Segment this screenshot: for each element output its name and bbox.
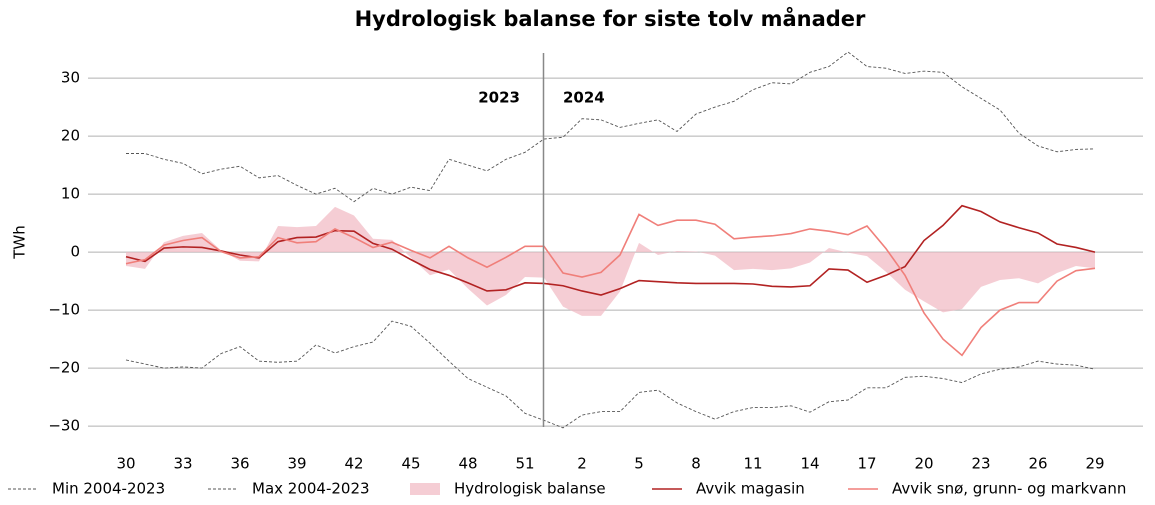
x-tick-label: 14 bbox=[800, 455, 819, 473]
legend-label: Avvik magasin bbox=[696, 480, 805, 498]
legend-swatch bbox=[410, 483, 440, 495]
x-tick-label: 17 bbox=[857, 455, 876, 473]
y-tick-label: −10 bbox=[48, 301, 80, 319]
legend-label: Min 2004-2023 bbox=[52, 480, 165, 498]
y-tick-label: 20 bbox=[61, 127, 80, 145]
line bbox=[125, 320, 1096, 429]
area bbox=[126, 206, 1095, 316]
x-tick-label: 11 bbox=[743, 455, 762, 473]
x-tick-label: 2 bbox=[577, 455, 587, 473]
x-tick-label: 20 bbox=[914, 455, 933, 473]
x-tick-label: 26 bbox=[1028, 455, 1047, 473]
y-tick-label: 30 bbox=[61, 69, 80, 87]
y-tick-label: −30 bbox=[48, 417, 80, 435]
y-tick-label: −20 bbox=[48, 359, 80, 377]
x-tick-label: 30 bbox=[116, 455, 135, 473]
legend-label: Hydrologisk balanse bbox=[454, 480, 606, 498]
legend-label: Avvik snø, grunn- og markvann bbox=[892, 480, 1126, 498]
plot bbox=[125, 51, 1096, 429]
x-tick-label: 48 bbox=[458, 455, 477, 473]
chart-title: Hydrologisk balanse for siste tolv månad… bbox=[355, 6, 866, 31]
x-tick-label: 36 bbox=[230, 455, 249, 473]
x-tick-label: 39 bbox=[287, 455, 306, 473]
x-tick-label: 29 bbox=[1085, 455, 1104, 473]
legend: Min 2004-2023 Max 2004-2023 Hydrologisk ba… bbox=[8, 480, 1126, 498]
line bbox=[126, 51, 1096, 203]
annotation: 2024 bbox=[563, 89, 605, 107]
x-tick-label: 51 bbox=[515, 455, 534, 473]
x-tick-label: 23 bbox=[971, 455, 990, 473]
y-tick-label: 10 bbox=[61, 185, 80, 203]
y-tick-label: 0 bbox=[70, 243, 80, 261]
grid: −30 −20 −10 0 10 20 30 30 33 36 39 42 45 48 51 2 5 8 11 14 1… bbox=[48, 69, 1143, 473]
x-tick-label: 42 bbox=[344, 455, 363, 473]
annotation: 2023 bbox=[478, 89, 520, 107]
x-tick-label: 5 bbox=[634, 455, 644, 473]
x-tick-label: 33 bbox=[173, 455, 192, 473]
x-tick-label: 8 bbox=[691, 455, 701, 473]
y-axis-label: TWh bbox=[11, 225, 29, 260]
line bbox=[125, 213, 1096, 357]
x-tick-label: 45 bbox=[401, 455, 420, 473]
legend-label: Max 2004-2023 bbox=[252, 480, 370, 498]
